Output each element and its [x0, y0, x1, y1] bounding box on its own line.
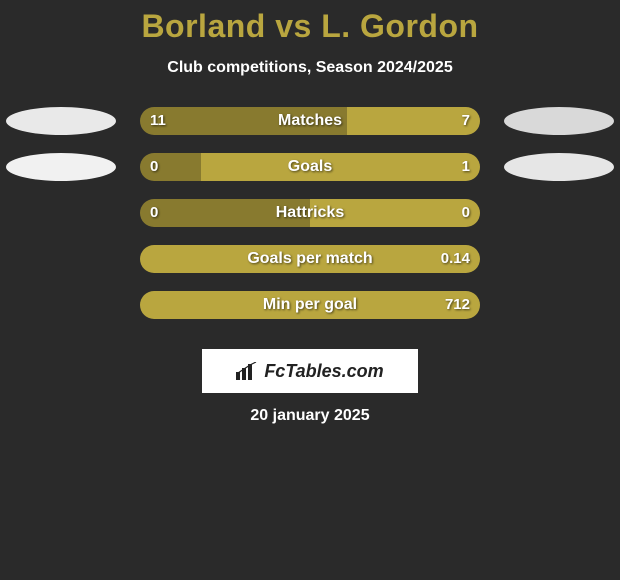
page-title: Borland vs L. Gordon: [0, 8, 620, 45]
stat-bar-track: [140, 107, 480, 135]
stat-rows: Matches117Goals01Hattricks00Goals per ma…: [0, 107, 620, 337]
stat-bar-right: [201, 153, 480, 181]
stat-value-left: 0: [150, 199, 158, 227]
comparison-widget: Borland vs L. Gordon Club competitions, …: [0, 0, 620, 425]
logo-box[interactable]: FcTables.com: [202, 349, 418, 393]
stat-value-right: 0.14: [441, 245, 470, 273]
team-badge-right: [504, 107, 614, 135]
stat-value-left: 11: [150, 107, 166, 135]
stat-value-right: 712: [445, 291, 470, 319]
stat-bar-left: [140, 107, 347, 135]
stat-bar-right: [140, 291, 480, 319]
stat-bar-track: [140, 291, 480, 319]
team-badge-right: [504, 153, 614, 181]
stat-bar-right: [347, 107, 480, 135]
stat-value-right: 1: [462, 153, 470, 181]
stat-bar-track: [140, 153, 480, 181]
stat-row: Min per goal712: [0, 291, 620, 337]
team-badge-left: [6, 153, 116, 181]
stat-row: Goals01: [0, 153, 620, 199]
fctables-logo: FcTables.com: [236, 361, 383, 382]
stat-bar-track: [140, 245, 480, 273]
team-badge-left: [6, 107, 116, 135]
bars-icon: [236, 362, 258, 380]
stat-bar-right: [140, 245, 480, 273]
stat-value-left: 0: [150, 153, 158, 181]
stat-row: Matches117: [0, 107, 620, 153]
subtitle: Club competitions, Season 2024/2025: [0, 59, 620, 77]
date-label: 20 january 2025: [0, 407, 620, 425]
stat-bar-track: [140, 199, 480, 227]
stat-row: Hattricks00: [0, 199, 620, 245]
stat-row: Goals per match0.14: [0, 245, 620, 291]
stat-value-right: 0: [462, 199, 470, 227]
stat-bar-right: [310, 199, 480, 227]
stat-value-right: 7: [462, 107, 470, 135]
stat-bar-left: [140, 199, 310, 227]
logo-text: FcTables.com: [264, 361, 383, 382]
